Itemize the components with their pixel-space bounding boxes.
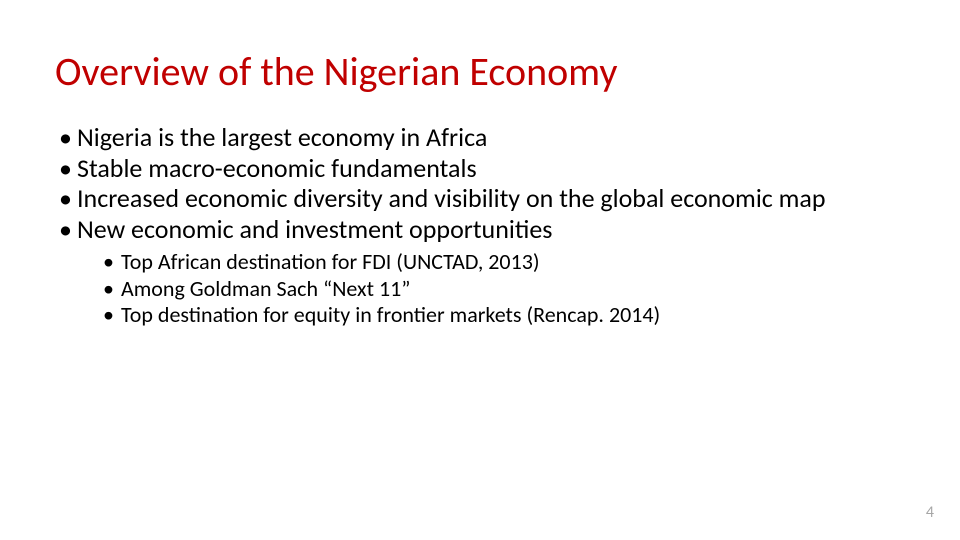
sub-bullet-text: Top destination for equity in frontier m… [121,301,660,328]
slide-title: Overview of the Nigerian Economy [55,50,905,94]
bullet-text: New economic and investment opportunitie… [77,213,552,245]
sub-bullet-item: Among Goldman Sach “Next 11” [103,276,905,303]
sub-bullet-item: Top destination for equity in frontier m… [103,302,905,329]
sub-bullet-text: Among Goldman Sach “Next 11” [121,275,410,302]
bullet-list-level2: Top African destination for FDI (UNCTAD,… [77,249,905,329]
bullet-item: Stable macro-economic fundamentals [59,153,905,184]
bullet-item: Increased economic diversity and visibil… [59,183,905,214]
bullet-list-level1: Nigeria is the largest economy in Africa… [55,122,905,329]
page-number: 4 [926,503,934,522]
bullet-item: New economic and investment opportunitie… [59,214,905,329]
bullet-text: Increased economic diversity and visibil… [77,182,826,214]
slide: Overview of the Nigerian Economy Nigeria… [0,0,960,540]
bullet-item: Nigeria is the largest economy in Africa [59,122,905,153]
bullet-text: Stable macro-economic fundamentals [77,152,477,184]
bullet-text: Nigeria is the largest economy in Africa [77,121,487,153]
sub-bullet-item: Top African destination for FDI (UNCTAD,… [103,249,905,276]
sub-bullet-text: Top African destination for FDI (UNCTAD,… [121,248,540,275]
